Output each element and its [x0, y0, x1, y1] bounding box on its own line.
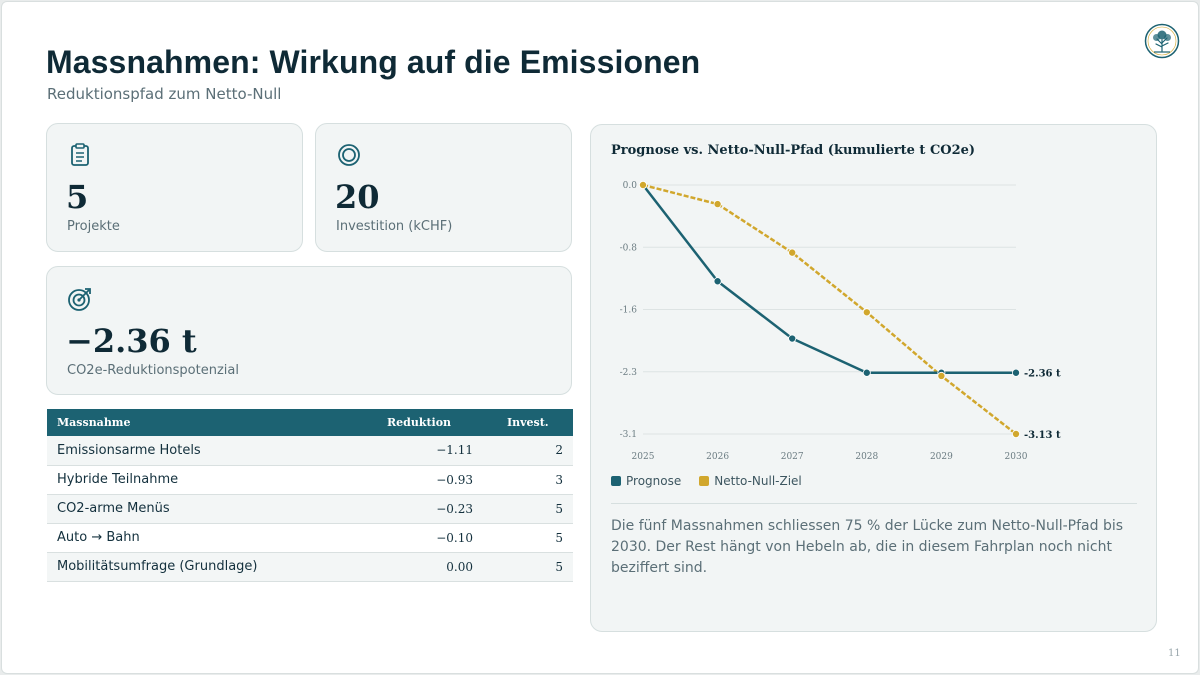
- measure-name: Auto → Bahn: [47, 523, 377, 553]
- table-row: Mobilitätsumfrage (Grundlage) 0.00 5: [47, 552, 573, 582]
- kpi-value: −2.36 t: [66, 322, 197, 360]
- kpi-card-investment: 20 Investition (kCHF): [315, 123, 572, 252]
- chart-legend: Prognose Netto-Null-Ziel: [611, 474, 802, 488]
- column-header-measure: Massnahme: [47, 409, 377, 436]
- kpi-label: CO2e-Reduktionspotenzial: [67, 363, 239, 378]
- data-label: -2.36 t: [1024, 369, 1061, 380]
- data-point: [1011, 429, 1020, 438]
- data-point: [1011, 368, 1020, 377]
- data-point: [713, 200, 722, 209]
- legend-swatch: [611, 476, 621, 486]
- kpi-card-reduction: −2.36 t CO2e-Reduktionspotenzial: [46, 266, 572, 395]
- data-label: -3.13 t: [1024, 430, 1061, 441]
- investment-value: 2: [489, 436, 573, 466]
- data-point: [937, 371, 946, 380]
- legend-label: Prognose: [626, 474, 682, 488]
- reduction-value: −0.10: [377, 523, 489, 553]
- measure-name: Emissionsarme Hotels: [47, 436, 377, 466]
- chart-card: Prognose vs. Netto-Null-Pfad (kumulierte…: [590, 124, 1157, 632]
- measure-name: Mobilitätsumfrage (Grundlage): [47, 552, 377, 582]
- page-subtitle: Reduktionspfad zum Netto-Null: [47, 85, 282, 103]
- kpi-label: Investition (kCHF): [336, 219, 453, 234]
- reduction-value: −0.93: [377, 465, 489, 495]
- kpi-value: 20: [335, 178, 380, 216]
- data-point: [639, 181, 648, 190]
- investment-value: 5: [489, 552, 573, 582]
- tree-logo-icon: [1144, 23, 1180, 59]
- measure-name: Hybride Teilnahme: [47, 465, 377, 495]
- table-row: Hybride Teilnahme −0.93 3: [47, 465, 573, 495]
- ring-icon: [338, 144, 360, 166]
- x-tick-label: 2026: [706, 452, 729, 462]
- page-number: 11: [1168, 648, 1181, 659]
- y-tick-label: -1.6: [620, 306, 638, 316]
- reduction-value: −0.23: [377, 494, 489, 524]
- legend-swatch: [699, 476, 710, 486]
- data-point: [862, 308, 871, 317]
- divider: [611, 503, 1137, 504]
- data-point: [788, 248, 797, 257]
- measures-table: Massnahme Reduktion Invest. Emissionsarm…: [47, 409, 573, 582]
- legend-item-prognose: Prognose: [611, 474, 681, 488]
- table-row: Auto → Bahn −0.10 5: [47, 523, 573, 553]
- legend-label: Netto-Null-Ziel: [714, 474, 802, 488]
- y-tick-label: -3.1: [620, 430, 637, 440]
- chart-note: Die fünf Massnahmen schliessen 75 % der …: [611, 518, 1124, 576]
- investment-value: 5: [489, 523, 573, 553]
- reduction-value: 0.00: [377, 552, 489, 582]
- x-tick-label: 2027: [781, 452, 804, 462]
- data-point: [713, 277, 722, 286]
- column-header-reduction: Reduktion: [377, 409, 489, 436]
- data-point: [862, 368, 871, 377]
- reduction-value: −1.11: [377, 436, 489, 466]
- series-line: [642, 183, 1017, 435]
- investment-value: 3: [489, 465, 573, 495]
- x-tick-label: 2029: [930, 452, 953, 462]
- table-row: CO2-arme Menüs −0.23 5: [47, 494, 573, 524]
- kpi-card-projects: 5 Projekte: [46, 123, 303, 252]
- measure-name: CO2-arme Menüs: [47, 494, 377, 524]
- y-tick-label: 0.0: [623, 181, 638, 191]
- y-tick-label: -0.8: [620, 243, 638, 253]
- target-icon: [68, 288, 91, 311]
- kpi-label: Projekte: [67, 219, 120, 234]
- chart-title: Prognose vs. Netto-Null-Pfad (kumulierte…: [611, 143, 976, 158]
- x-tick-label: 2025: [632, 452, 655, 462]
- series-line: [642, 184, 1016, 374]
- investment-value: 5: [489, 494, 573, 524]
- line-chart: 0.0 -0.8 -1.6 -2.3 -3.1 2025 2026 2027 2028 2029 2…: [620, 181, 1061, 462]
- page-title: Massnahmen: Wirkung auf die Emissionen: [46, 44, 701, 80]
- data-point: [788, 334, 797, 343]
- table-header-row: Massnahme Reduktion Invest.: [47, 409, 573, 436]
- clipboard-icon: [71, 143, 89, 166]
- kpi-value: 5: [66, 178, 89, 216]
- table-row: Emissionsarme Hotels −1.11 2: [47, 436, 573, 466]
- y-tick-label: -2.3: [620, 368, 638, 378]
- x-tick-label: 2030: [1005, 452, 1028, 462]
- legend-item-netto-null: Netto-Null-Ziel: [699, 474, 802, 488]
- x-tick-label: 2028: [855, 452, 878, 462]
- column-header-investment: Invest.: [489, 409, 573, 436]
